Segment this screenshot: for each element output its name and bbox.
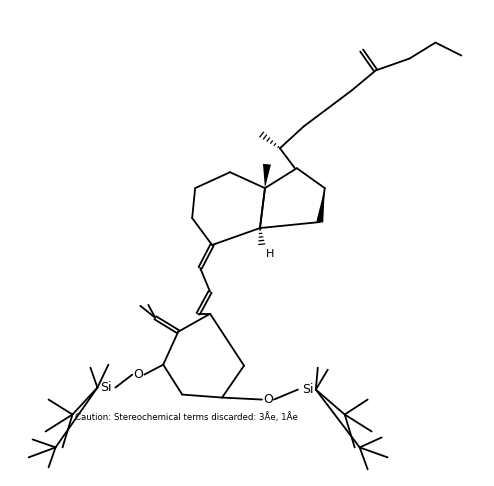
Text: O: O xyxy=(133,368,143,381)
Text: O: O xyxy=(263,393,273,406)
Text: Si: Si xyxy=(100,381,111,394)
Polygon shape xyxy=(316,188,325,223)
Text: H: H xyxy=(266,249,274,259)
Text: Caution: Stereochemical terms discarded: 3Åe, 1Åe: Caution: Stereochemical terms discarded:… xyxy=(76,413,298,422)
Polygon shape xyxy=(263,164,271,188)
Text: Si: Si xyxy=(302,383,314,396)
